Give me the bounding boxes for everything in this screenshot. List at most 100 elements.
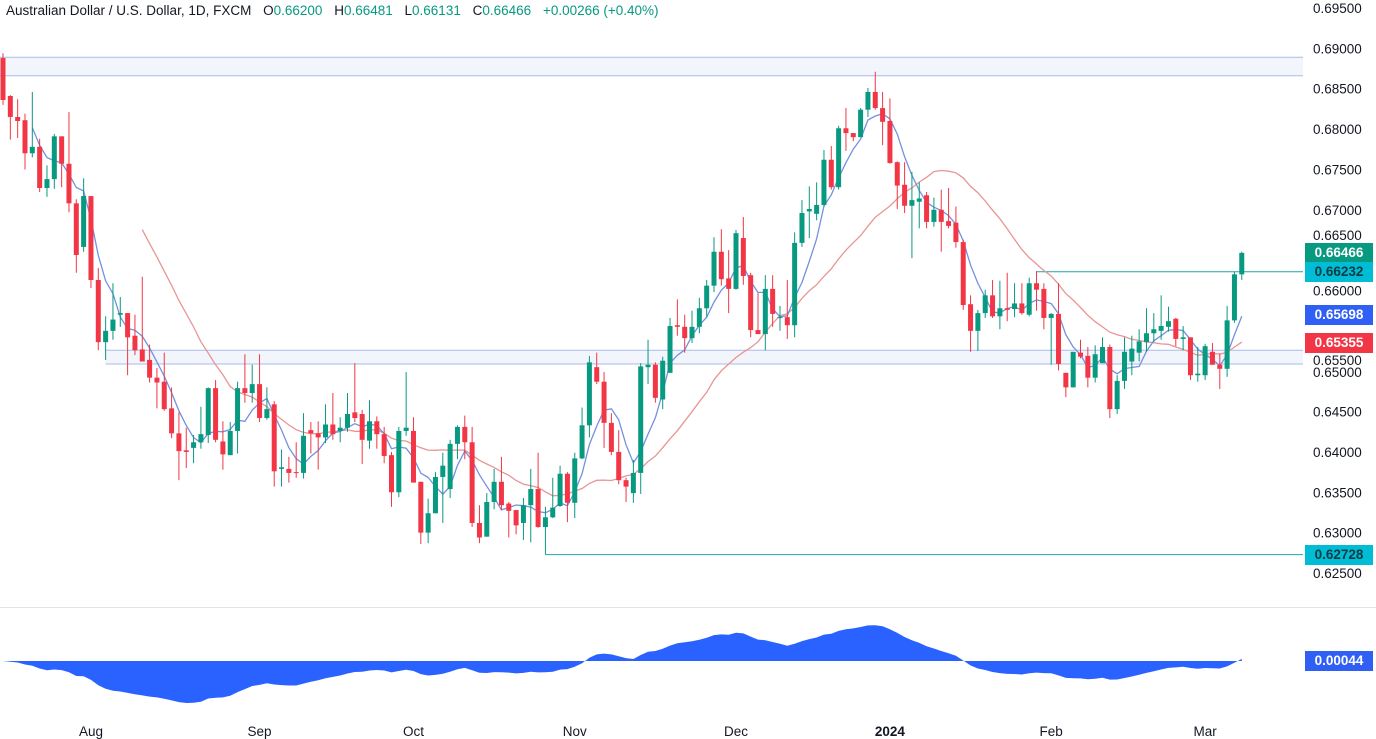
candle-body	[367, 421, 372, 441]
candle	[902, 162, 908, 214]
candle	[1012, 283, 1018, 318]
candle-body	[1129, 348, 1135, 362]
candle	[279, 449, 285, 487]
candle-body	[66, 163, 72, 204]
candle-body	[982, 295, 988, 314]
x-tick-label: Feb	[1040, 724, 1063, 739]
candle-body	[359, 413, 365, 440]
candle	[520, 497, 526, 540]
change-value: +0.00266 (+0.40%)	[542, 3, 659, 18]
y-tick-label: 0.66500	[1313, 228, 1362, 243]
candle-body	[0, 58, 6, 101]
candle	[777, 305, 783, 331]
open-label: O	[263, 3, 274, 18]
y-tick-label: 0.65500	[1313, 353, 1362, 368]
candle	[367, 400, 372, 449]
candle	[924, 192, 930, 229]
candle-body	[711, 251, 717, 286]
candle	[1100, 337, 1105, 364]
low-label: L	[404, 3, 413, 18]
candle	[1158, 295, 1164, 340]
candle	[975, 309, 981, 352]
sma-slow-label: 0.65355	[1305, 332, 1373, 353]
candle	[59, 136, 65, 188]
candle	[0, 53, 6, 105]
candle-body	[1195, 373, 1201, 376]
last-price-label: 0.66466	[1305, 242, 1373, 263]
candle-body	[301, 435, 307, 473]
zone-box	[0, 56, 1303, 77]
candle	[498, 456, 504, 511]
candle-body	[880, 108, 886, 122]
candle-body	[374, 421, 380, 435]
symbol-header: Australian Dollar / U.S. Dollar, 1D, FXC…	[6, 3, 659, 18]
candle	[337, 417, 343, 443]
candle-body	[337, 427, 343, 431]
candle-body	[1114, 380, 1120, 410]
candle-body	[37, 146, 43, 188]
candle	[476, 505, 482, 544]
candle	[909, 171, 915, 259]
candle	[213, 380, 219, 443]
y-tick-label: 0.65000	[1313, 365, 1362, 380]
candle	[667, 317, 673, 373]
candle	[81, 178, 87, 252]
candle	[1195, 347, 1201, 382]
candle-body	[748, 275, 754, 331]
y-tick-label: 0.68000	[1313, 122, 1362, 137]
candle	[1048, 313, 1054, 365]
candle	[1004, 272, 1010, 322]
candle-body	[345, 413, 351, 428]
candle	[1121, 337, 1127, 389]
candle-body	[7, 95, 13, 117]
candle	[594, 352, 600, 385]
candle-body	[814, 204, 820, 214]
candle-body	[770, 288, 776, 314]
candle	[147, 344, 153, 383]
candle	[821, 150, 827, 207]
candle-body	[1224, 320, 1230, 369]
candle-body	[308, 430, 314, 434]
candle	[381, 426, 387, 464]
candle-body	[836, 128, 842, 188]
candle-body	[850, 133, 856, 138]
candle-body	[403, 427, 409, 431]
candle-body	[1180, 337, 1186, 339]
candle-body	[858, 109, 864, 138]
candle	[154, 367, 160, 409]
candle	[125, 313, 131, 376]
x-tick-label: Oct	[403, 724, 424, 739]
candle-body	[1202, 346, 1208, 376]
candle	[403, 372, 409, 436]
candle	[960, 239, 966, 310]
candle-body	[1048, 313, 1054, 318]
candle-body	[1004, 308, 1010, 310]
candle-body	[542, 517, 548, 527]
x-tick-label: 2024	[875, 724, 906, 739]
support-level-label: 0.62728	[1305, 544, 1373, 565]
candle-body	[491, 481, 497, 502]
candle-body	[638, 366, 644, 473]
candle	[762, 275, 768, 351]
y-tick-label: 0.66000	[1313, 284, 1362, 299]
candle-body	[103, 330, 109, 343]
candle-body	[183, 450, 189, 452]
candle-body	[799, 213, 805, 243]
candle-body	[924, 195, 930, 222]
candle	[938, 189, 944, 252]
candle	[132, 314, 138, 356]
candle-body	[257, 384, 263, 419]
candle-body	[139, 349, 145, 362]
candle	[784, 280, 790, 339]
candle	[1165, 306, 1171, 332]
candle	[7, 95, 13, 140]
low-value: 0.66131	[412, 3, 461, 18]
candle-body	[718, 251, 724, 280]
candle-body	[990, 295, 996, 317]
candle	[73, 199, 79, 273]
x-tick-label: Dec	[724, 724, 748, 739]
candle-body	[1063, 372, 1069, 388]
candle	[1056, 283, 1062, 371]
candle	[1209, 342, 1215, 365]
